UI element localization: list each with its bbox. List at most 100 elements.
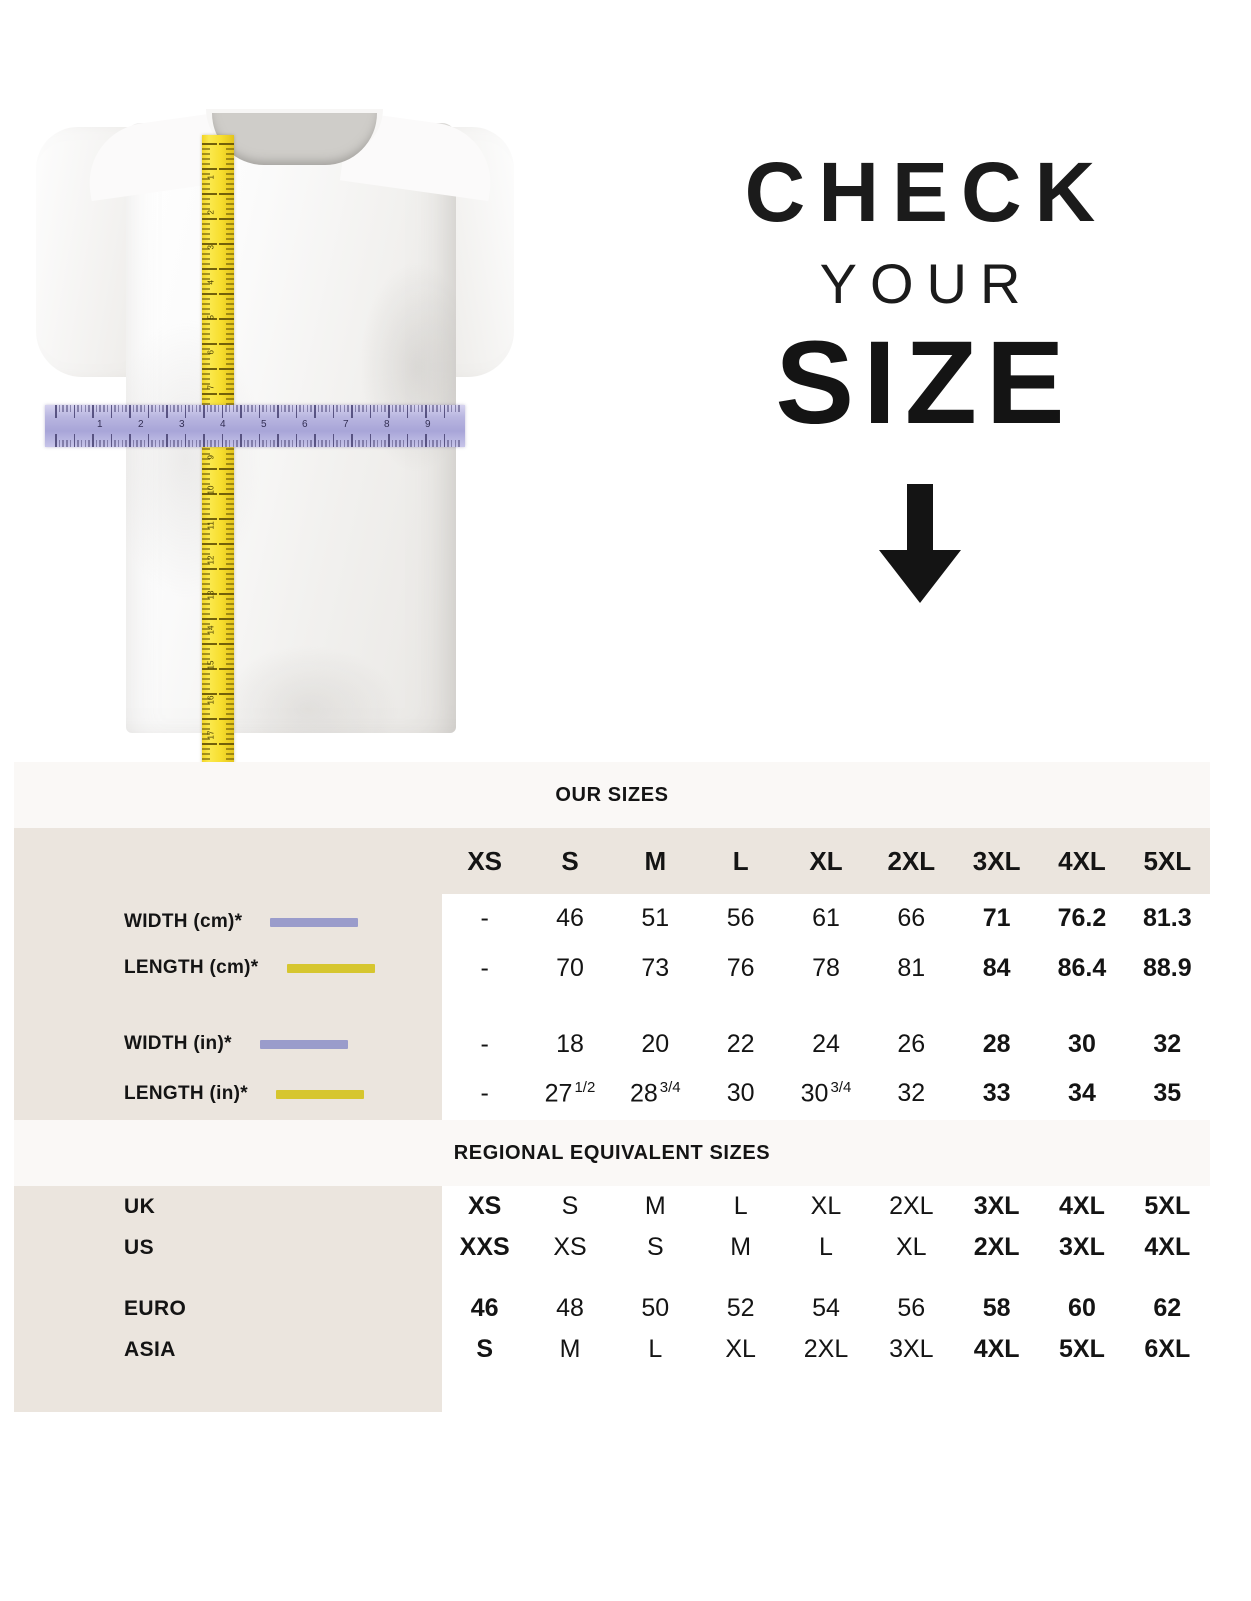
measurement-value: - [480, 1079, 489, 1108]
regional-value: XS [553, 1233, 587, 1261]
regional-value: 4XL [973, 1335, 1020, 1363]
tape-number: 2 [138, 419, 144, 430]
regional-row: EURO 46 48 50 52 54 56 58 60 62 [14, 1288, 1210, 1329]
measurement-value: 30 [726, 1079, 755, 1108]
regional-row: ASIA S M L XL 2XL 3XL 4XL 5XL 6XL [14, 1329, 1210, 1370]
measurement-row-label-cell: WIDTH (in)* [14, 1020, 442, 1068]
gap-label [14, 1268, 442, 1288]
measurement-value: 18 [556, 1029, 584, 1058]
regional-row: US XXS XS S M L XL 2XL 3XL 4XL [14, 1227, 1210, 1268]
tape-number: 3 [206, 245, 216, 250]
measurement-value: 71 [982, 903, 1011, 932]
vertical-measuring-tape-icon: 12345678910111213141516171819 [202, 135, 234, 835]
size-column-header: 4XL [1058, 845, 1106, 876]
measurement-row-values: - 27 1/2 28 3/4 30 30 3/4 32 33 34 35 [442, 1068, 1210, 1120]
length-swatch-icon [275, 1089, 364, 1099]
regional-value: 48 [556, 1294, 584, 1322]
table-bottom-spacer [14, 1370, 1210, 1412]
regional-rows: UK XS S M L XL 2XL 3XL 4XL 5XL US XXS XS S M L XL 2XL 3XL 4… [14, 1186, 1210, 1370]
size-table: OUR SIZES XS S M L XL 2XL 3XL 4XL 5XL WIDTH (cm)… [14, 762, 1210, 1412]
size-column-header: XL [809, 845, 843, 876]
tape-number: 3 [179, 419, 185, 430]
size-column-header: 5XL [1143, 845, 1192, 876]
tape-number: 13 [206, 590, 216, 600]
size-column-header: M [644, 845, 667, 876]
tape-number: 15 [206, 660, 216, 670]
measurement-row-label-cell: LENGTH (in)* [14, 1068, 442, 1120]
length-swatch-icon [286, 963, 375, 973]
tape-number: 10 [206, 485, 216, 495]
regional-value: 2XL [803, 1335, 849, 1363]
regional-value: 6XL [1144, 1335, 1191, 1363]
measurement-value: 84 [982, 953, 1011, 982]
regional-row-label: UK [124, 1194, 156, 1218]
measurement-value: - [480, 953, 489, 982]
regional-value: S [561, 1192, 579, 1220]
measurement-value: - [480, 1029, 489, 1058]
regional-value: 4XL [1144, 1233, 1191, 1261]
measurement-row-label: LENGTH (in)* [124, 1083, 248, 1104]
measurement-fraction: 3/4 [830, 1079, 852, 1097]
measurement-row-label: WIDTH (in)* [124, 1033, 232, 1054]
regional-value: 58 [982, 1294, 1011, 1322]
regional-row: UK XS S M L XL 2XL 3XL 4XL 5XL [14, 1186, 1210, 1227]
regional-value: L [648, 1335, 663, 1363]
regional-sizes-title: REGIONAL EQUIVALENT SIZES [14, 1120, 1210, 1186]
headline-your: YOUR [819, 252, 1034, 315]
regional-row-label: US [124, 1235, 154, 1259]
regional-value: 3XL [889, 1335, 934, 1363]
regional-value: 5XL [1144, 1192, 1191, 1220]
measurement-value: 28 [982, 1029, 1011, 1058]
tape-number: 6 [302, 419, 308, 430]
regional-value: 60 [1068, 1294, 1096, 1322]
measurement-value: 76.2 [1057, 903, 1107, 932]
measurement-row-label: WIDTH (cm)* [124, 911, 243, 932]
measurement-row: LENGTH (in)* - 27 1/2 28 3/4 30 30 3/4 32 33 34 35 [14, 1068, 1210, 1120]
regional-value: 56 [897, 1294, 926, 1322]
regional-value: S [476, 1335, 493, 1363]
regional-value: XXS [459, 1233, 510, 1261]
regional-value: XL [896, 1233, 927, 1261]
size-header-spacer [14, 828, 442, 894]
measurement-value: 73 [641, 953, 670, 982]
regional-value: 3XL [973, 1192, 1020, 1220]
measurement-value: 30 3/4 [800, 1079, 852, 1108]
measurement-value: 35 [1153, 1079, 1182, 1108]
measurement-value: 32 [897, 1079, 926, 1108]
regional-value: 54 [812, 1294, 840, 1322]
tape-number: 4 [220, 419, 226, 430]
width-swatch-icon [259, 1039, 348, 1049]
tape-number: 5 [261, 419, 267, 430]
regional-value: M [644, 1192, 666, 1220]
measurement-fraction: 3/4 [659, 1079, 681, 1097]
measurement-value: 81.3 [1142, 903, 1192, 932]
width-swatch-icon [270, 917, 359, 927]
measurement-value: 46 [556, 903, 584, 932]
tape-number: 17 [206, 730, 216, 740]
measurement-value: 30 [1068, 1029, 1096, 1058]
measurement-row-values: - 18 20 22 24 26 28 30 32 [442, 1020, 1210, 1068]
regional-value: XL [810, 1192, 842, 1220]
measurement-value: 81 [897, 953, 926, 982]
regional-value: 52 [726, 1294, 755, 1322]
regional-value: 46 [470, 1294, 499, 1322]
tape-number: 1 [97, 419, 103, 430]
regional-row-values: S M L XL 2XL 3XL 4XL 5XL 6XL [442, 1329, 1210, 1370]
tape-number: 9 [206, 455, 216, 460]
regional-row-label-cell: ASIA [14, 1329, 442, 1370]
tape-number: 12 [206, 555, 216, 565]
regional-row-label: EURO [124, 1296, 187, 1320]
measurement-value: 88.9 [1142, 953, 1192, 982]
horizontal-measuring-tape-icon: 1 2 3 4 5 6 7 8 9 [45, 405, 465, 447]
size-column-header: 3XL [972, 845, 1021, 876]
tape-number: 1 [206, 175, 216, 180]
headline-size: SIZE [775, 317, 1074, 449]
measurement-group-gap [14, 994, 1210, 1020]
measurement-value: 28 3/4 [629, 1079, 681, 1108]
regional-row-values: 46 48 50 52 54 56 58 60 62 [442, 1288, 1210, 1329]
measurement-row: WIDTH (in)* - 18 20 22 24 26 28 30 32 [14, 1020, 1210, 1068]
measurement-value: 76 [726, 953, 755, 982]
tape-number: 7 [343, 419, 349, 430]
